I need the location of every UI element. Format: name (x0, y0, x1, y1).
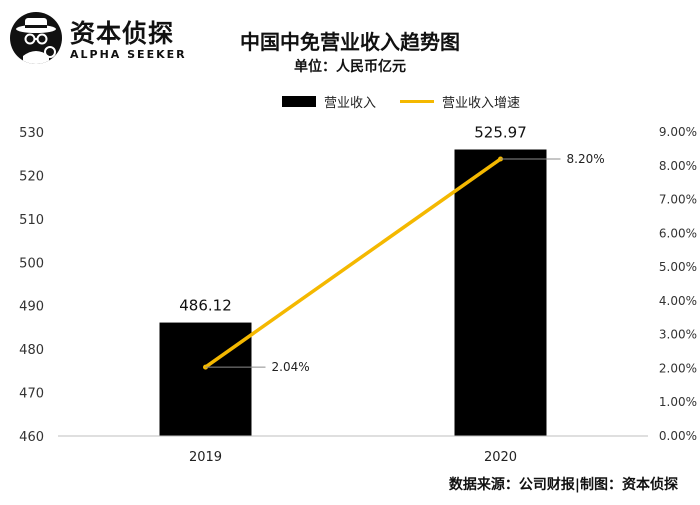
y-right-tick-label: 4.00% (659, 294, 697, 308)
chart-subtitle: 单位：人民币亿元 (294, 59, 406, 75)
y-left-tick-label: 500 (19, 256, 44, 271)
legend-swatch-bar (282, 96, 316, 107)
y-right-tick-label: 5.00% (659, 260, 697, 274)
revenue-data-label: 525.97 (474, 124, 527, 142)
brand-logo: 资本侦探 ALPHA SEEKER (6, 8, 186, 68)
source-footer: 数据来源：公司财报|制图：资本侦探 (448, 477, 678, 493)
y-right-tick-label: 0.00% (659, 429, 697, 443)
chart-legend: 营业收入 营业收入增速 (0, 92, 700, 114)
legend-swatch-line (400, 100, 434, 103)
y-left-tick-label: 520 (19, 169, 44, 184)
y-right-tick-label: 9.00% (659, 125, 697, 139)
growth-data-label: 2.04% (272, 360, 310, 374)
y-left-tick-label: 480 (19, 343, 44, 358)
y-right-tick-label: 3.00% (659, 328, 697, 342)
legend-label-revenue: 营业收入 (324, 96, 377, 111)
y-right-tick-label: 8.00% (659, 159, 697, 173)
y-right-tick-label: 6.00% (659, 226, 697, 240)
y-right-tick-label: 7.00% (659, 193, 697, 207)
y-right-tick-label: 2.00% (659, 361, 697, 375)
detective-icon (10, 12, 62, 64)
revenue-bar (159, 322, 252, 436)
y-left-tick-label: 510 (19, 213, 44, 228)
brand-title: 资本侦探 (70, 19, 175, 48)
x-tick-label: 2020 (484, 450, 517, 465)
x-tick-label: 2019 (189, 450, 222, 465)
y-left-tick-label: 490 (19, 300, 44, 315)
brand-subtitle: ALPHA SEEKER (70, 48, 187, 61)
y-left-tick-label: 470 (19, 387, 44, 402)
legend-label-growth: 营业收入增速 (442, 96, 521, 111)
y-left-tick-label: 460 (19, 430, 44, 445)
chart-title: 中国中免营业收入趋势图 (240, 30, 460, 54)
y-right-tick-label: 1.00% (659, 395, 697, 409)
growth-line (204, 157, 502, 369)
growth-data-label: 8.20% (567, 152, 605, 166)
revenue-data-label: 486.12 (179, 297, 232, 315)
legend-item-revenue: 营业收入 (282, 92, 376, 111)
y-left-tick-label: 530 (19, 126, 44, 141)
legend-item-growth: 营业收入增速 (400, 92, 520, 111)
revenue-bar (454, 149, 547, 436)
